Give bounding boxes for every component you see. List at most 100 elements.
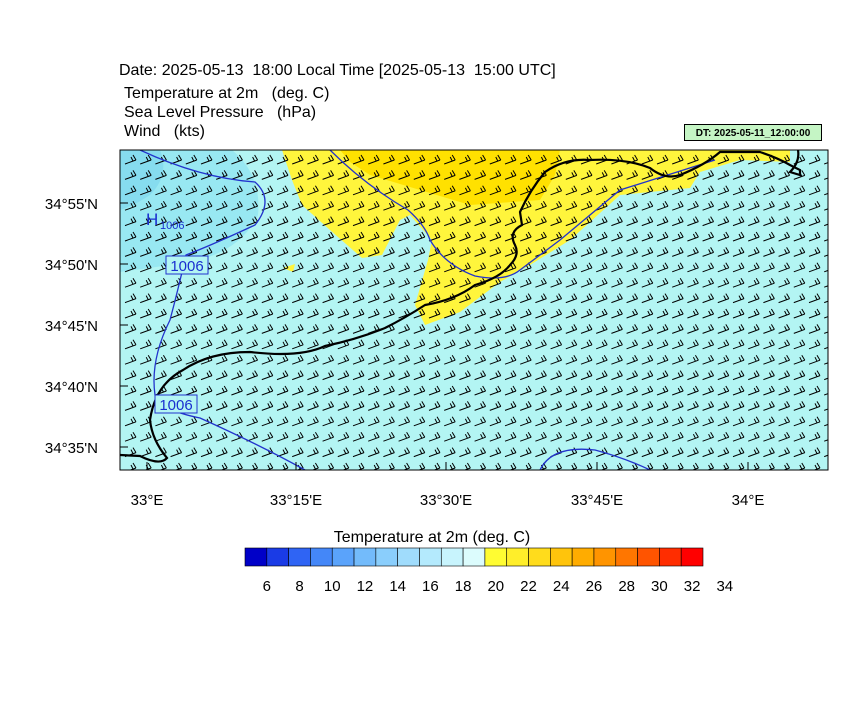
wind-barb	[231, 401, 243, 411]
wind-barb	[444, 308, 456, 319]
wind-barb	[520, 308, 532, 319]
colorbar-swatch	[680, 547, 704, 567]
colorbar-swatch	[353, 547, 377, 567]
wind-barb	[261, 262, 274, 273]
wind-barb	[478, 462, 487, 470]
wind-barb	[383, 339, 395, 350]
wind-barb	[550, 416, 563, 427]
wind-barb	[474, 339, 487, 350]
wind-barb	[129, 462, 137, 470]
wind-barb	[748, 370, 760, 381]
wind-barb	[124, 200, 137, 211]
wind-barb	[504, 293, 517, 304]
wind-barb	[717, 324, 730, 334]
wind-barb	[763, 216, 775, 227]
wind-barb	[489, 339, 502, 350]
wind-barb	[292, 354, 304, 365]
wind-barb	[824, 254, 828, 257]
wind-barb	[600, 462, 608, 470]
wind-barb	[322, 354, 335, 365]
wind-barb	[778, 200, 791, 211]
wind-barb	[808, 447, 821, 458]
wind-barb	[748, 154, 760, 165]
wind-barb	[185, 447, 198, 458]
wind-barb	[459, 185, 471, 196]
wind-barb	[307, 247, 319, 257]
wind-barb	[626, 170, 639, 180]
colorbar-swatch	[637, 547, 660, 567]
wind-barb	[231, 385, 243, 396]
wind-barb	[246, 154, 259, 165]
wind-barb	[580, 385, 593, 396]
wind-barb	[763, 308, 775, 319]
colorbar-tick-label: 6	[263, 578, 271, 595]
wind-barb	[292, 154, 304, 165]
wind-barb	[444, 154, 456, 165]
wind-barb	[748, 185, 760, 196]
wind-barb	[550, 308, 563, 319]
wind-barb	[337, 262, 350, 273]
wind-barb	[474, 185, 487, 196]
wind-barb	[808, 262, 821, 273]
wind-barb	[444, 200, 456, 211]
wind-barb	[672, 277, 684, 288]
wind-barb	[641, 431, 654, 442]
wind-barb	[763, 262, 775, 273]
wind-barb	[448, 462, 456, 470]
wind-barb	[322, 277, 335, 288]
wind-barb	[231, 354, 243, 365]
wind-barb	[124, 247, 137, 257]
wind-barb	[444, 324, 456, 334]
colorbar-tick-label: 18	[455, 578, 472, 595]
wind-barb	[352, 370, 365, 381]
wind-barb	[368, 416, 380, 427]
wind-barb	[276, 216, 289, 227]
wind-barb	[717, 185, 730, 196]
wind-barb	[702, 200, 715, 211]
wind-barb	[687, 401, 699, 411]
wind-barb	[504, 154, 517, 165]
wind-barb	[732, 231, 745, 242]
wind-barb	[216, 370, 228, 381]
wind-barb	[428, 324, 441, 334]
wind-barb	[231, 324, 243, 334]
wind-barb	[398, 431, 411, 442]
colorbar-tick-label: 34	[716, 578, 733, 595]
wind-barb	[398, 170, 411, 180]
wind-barb	[550, 385, 563, 396]
wind-barb	[687, 447, 699, 458]
wind-barb	[535, 185, 547, 196]
colorbar-swatch	[288, 547, 311, 567]
wind-barb	[763, 200, 775, 211]
wind-barb	[580, 370, 593, 381]
wind-barb	[261, 293, 274, 304]
wind-barb	[459, 154, 471, 165]
wind-barb	[292, 247, 304, 257]
colorbar-swatch	[397, 547, 420, 567]
colorbar-tick-label: 32	[684, 578, 701, 595]
wind-barb	[322, 262, 335, 273]
colorbar-swatch	[462, 547, 486, 567]
wind-barb	[459, 200, 471, 211]
wind-barb	[352, 308, 365, 319]
wind-barb	[124, 308, 137, 319]
wind-barb	[155, 247, 167, 257]
colorbar-swatch	[440, 547, 464, 567]
wind-barb	[352, 447, 365, 458]
wind-barb	[748, 431, 760, 442]
wind-barb	[341, 462, 350, 470]
wind-barb	[550, 247, 563, 257]
wind-barb	[200, 231, 213, 242]
wind-barb	[428, 401, 441, 411]
wind-barb	[717, 170, 730, 180]
wind-barb	[778, 385, 791, 396]
wind-barb	[676, 462, 684, 470]
wind-barb	[626, 370, 639, 381]
wind-barb	[383, 277, 395, 288]
wind-barb	[368, 401, 380, 411]
wind-barb	[276, 262, 289, 273]
wind-barb	[641, 231, 654, 242]
wind-barb	[352, 431, 365, 442]
wind-barb	[246, 401, 259, 411]
wind-barb	[535, 262, 547, 273]
